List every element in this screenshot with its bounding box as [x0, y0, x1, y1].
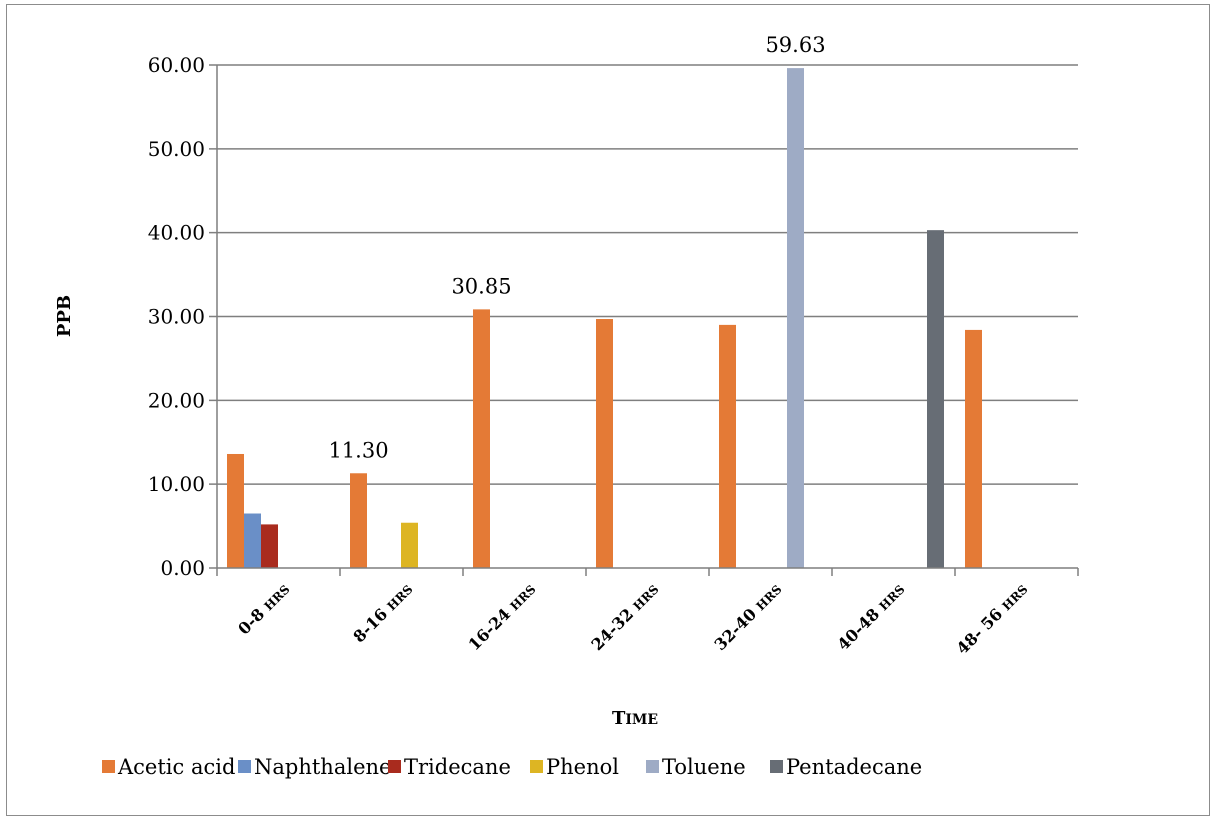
x-axis-title: TIME: [612, 708, 658, 729]
legend-label: Tridecane: [404, 755, 511, 779]
legend-item-pentadecane: Pentadecane: [770, 755, 922, 779]
bars: [227, 68, 982, 568]
y-tick-label: 0.00: [160, 556, 205, 580]
data-label: 59.63: [765, 33, 825, 57]
x-tick-label: 40-48 HRS: [834, 579, 909, 654]
grid-lines: [209, 64, 1078, 485]
bar-acetic-acid: [596, 319, 613, 568]
legend-item-naphthalene: Naphthalene: [238, 755, 391, 779]
legend-label: Pentadecane: [786, 755, 922, 779]
legend-swatch: [388, 760, 401, 773]
bar-pentadecane: [927, 230, 944, 568]
y-tick-label: 40.00: [148, 221, 205, 245]
y-tick-label: 60.00: [148, 53, 205, 77]
bar-naphthalene: [244, 513, 261, 568]
legend-swatch: [102, 760, 115, 773]
legend: Acetic acid Naphthalene Tridecane Phenol Tol…: [102, 755, 922, 779]
data-label: 30.85: [451, 274, 511, 298]
x-tick-label: 24-32 HRS: [588, 579, 663, 654]
data-labels: 11.30 30.85 59.63: [328, 33, 825, 462]
legend-swatch: [646, 760, 659, 773]
legend-swatch: [770, 760, 783, 773]
legend-item-acetic-acid: Acetic acid: [102, 755, 235, 779]
bar-toluene: [787, 68, 804, 568]
y-tick-label: 20.00: [148, 388, 205, 412]
bar-acetic-acid: [227, 453, 244, 568]
x-tick-label: 48- 56 HRS: [953, 579, 1032, 658]
legend-item-toluene: Toluene: [646, 755, 746, 779]
legend-swatch: [238, 760, 251, 773]
bar-acetic-acid: [473, 309, 490, 568]
y-tick-label: 50.00: [148, 137, 205, 161]
legend-swatch: [530, 760, 543, 773]
legend-item-tridecane: Tridecane: [388, 755, 511, 779]
legend-label: Toluene: [662, 755, 746, 779]
bar-phenol: [401, 522, 418, 568]
x-tick-label: 8-16 HRS: [349, 579, 416, 646]
bar-acetic-acid: [965, 329, 982, 568]
legend-item-phenol: Phenol: [530, 755, 619, 779]
legend-label: Naphthalene: [254, 755, 391, 779]
bar-tridecane: [261, 524, 278, 568]
legend-label: Acetic acid: [117, 755, 235, 779]
data-label: 11.30: [328, 438, 388, 462]
x-tick-label: 32-40 HRS: [711, 579, 786, 654]
x-tick-label: 0-8 HRS: [234, 579, 293, 638]
y-tick-label: 30.00: [148, 305, 205, 329]
y-axis-title: PPB: [54, 295, 75, 337]
legend-label: Phenol: [546, 755, 619, 779]
bar-acetic-acid: [719, 324, 736, 568]
x-tick-label: 16-24 HRS: [465, 579, 540, 654]
y-tick-label: 10.00: [148, 472, 205, 496]
bar-acetic-acid: [350, 473, 367, 568]
